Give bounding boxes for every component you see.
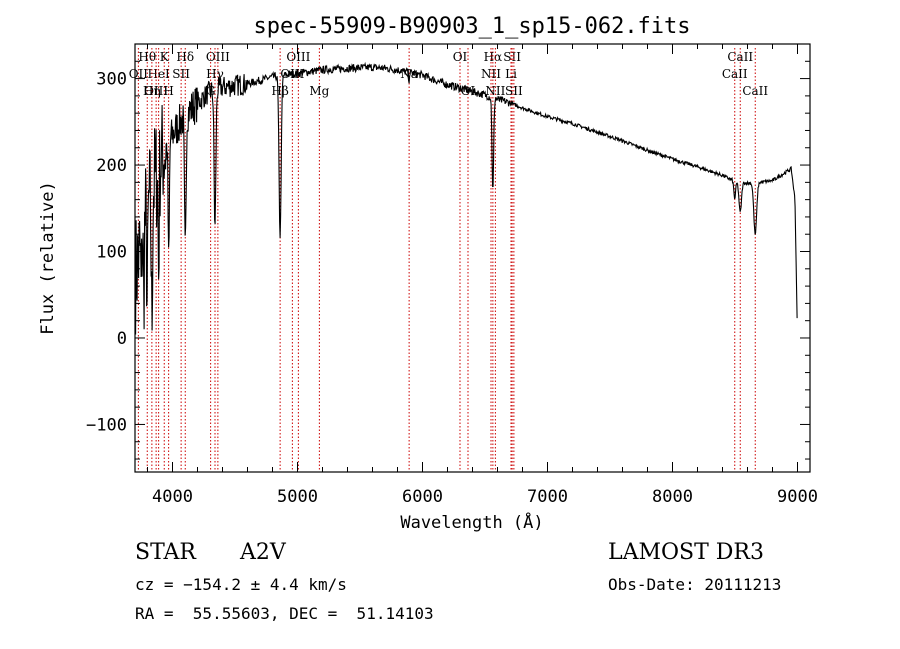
y-tick-label: 100 — [96, 243, 127, 263]
line-marker-label: OIII — [144, 84, 168, 98]
flux-series-line — [135, 61, 798, 335]
x-tick-label: 5000 — [277, 487, 318, 507]
x-tick-label: 7000 — [527, 487, 568, 507]
coordinates-text: RA = 55.55603, DEC = 51.14103 — [135, 604, 434, 623]
line-marker-label: CaII — [727, 50, 753, 64]
object-subclass: A2V — [240, 540, 286, 565]
line-marker-label: Hβ — [271, 84, 288, 98]
line-marker-label: Li — [505, 67, 517, 81]
line-marker-label: SII — [172, 67, 190, 81]
line-marker-label: H — [163, 84, 173, 98]
line-marker-label: NII — [481, 67, 501, 81]
line-marker-label: K — [160, 50, 170, 64]
x-tick-label: 8000 — [652, 487, 693, 507]
line-marker-label: Hα — [484, 50, 503, 64]
line-marker-label: Hδ — [176, 50, 194, 64]
y-tick-label: 0 — [117, 329, 127, 349]
line-marker-label: NII — [485, 84, 505, 98]
line-marker-label: CaII — [722, 67, 748, 81]
x-tick-label: 9000 — [777, 487, 818, 507]
obs-date-text: Obs-Date: 20111213 — [608, 575, 782, 594]
x-tick-label: 4000 — [152, 487, 193, 507]
line-marker-label: SII — [503, 50, 521, 64]
line-marker-label: HeI — [147, 67, 170, 81]
y-tick-label: −100 — [86, 415, 127, 435]
line-marker-label: OI — [453, 50, 468, 64]
line-marker-label: SII — [505, 84, 523, 98]
spectrum-chart: spec-55909-B90903_1_sp15-062.fits Hθ K Hδ O… — [38, 14, 818, 533]
line-marker-label: Mg — [309, 84, 329, 98]
plot-frame — [134, 43, 811, 473]
x-axis-label: Wavelength (Å) — [400, 511, 543, 533]
line-marker-label: OII — [129, 67, 149, 81]
line-marker-label: OIII — [286, 50, 310, 64]
line-marker-label: CaII — [742, 84, 768, 98]
chart-title: spec-55909-B90903_1_sp15-062.fits — [253, 14, 690, 39]
line-marker-label: Hγ — [206, 67, 224, 81]
x-axis: 4000 5000 6000 7000 8000 9000 — [147, 44, 818, 507]
y-tick-label: 200 — [96, 156, 127, 176]
survey-name: LAMOST DR3 — [608, 540, 764, 565]
y-axis: −100 0 100 200 300 — [86, 43, 810, 460]
line-marker-label: OIII — [206, 50, 230, 64]
y-axis-label: Flux (relative) — [38, 181, 58, 335]
x-tick-label: 6000 — [402, 487, 443, 507]
line-marker-label: Hθ — [138, 50, 156, 64]
y-tick-label: 300 — [96, 70, 127, 90]
redshift-text: cz = −154.2 ± 4.4 km/s — [135, 575, 347, 594]
object-class: STAR — [135, 540, 196, 565]
line-marker-label: Hη — [143, 84, 161, 98]
